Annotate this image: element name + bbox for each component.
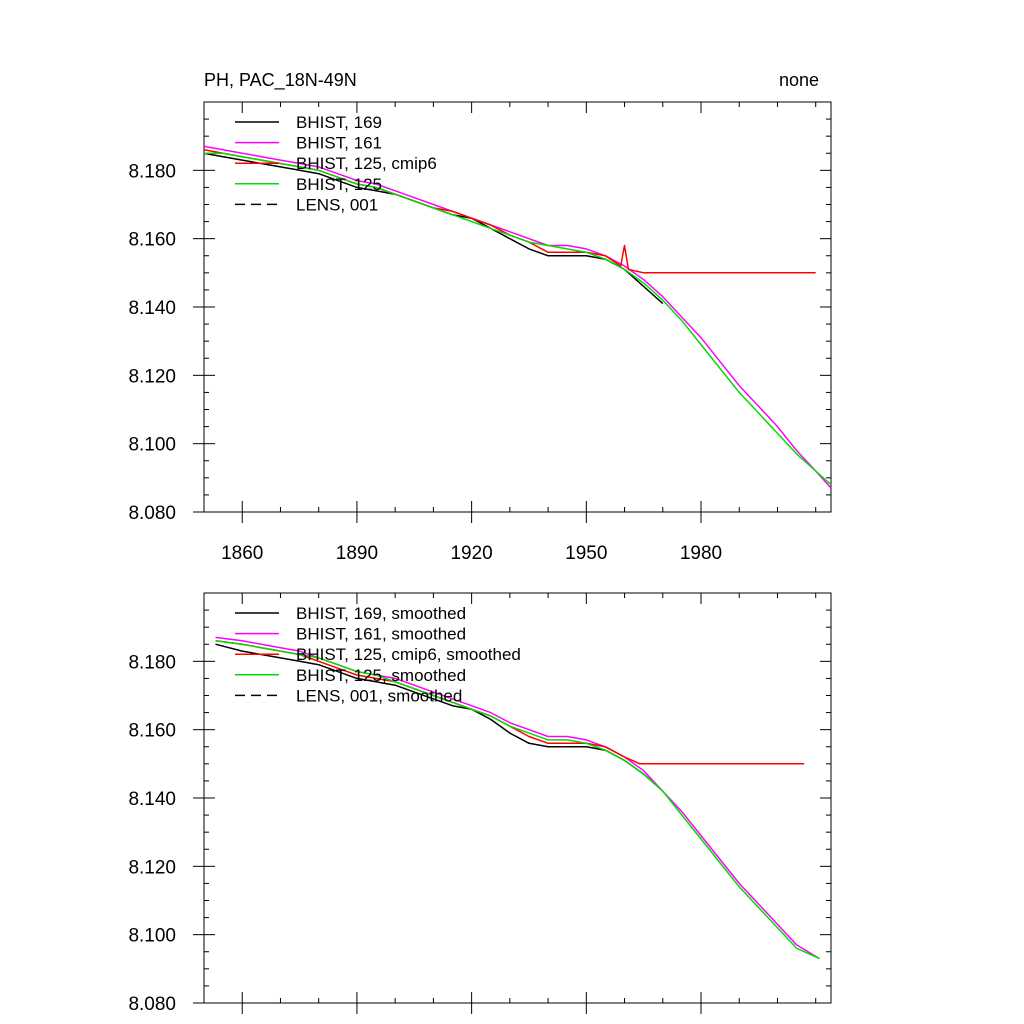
top-ytick-label: 8.140 xyxy=(128,298,176,319)
top-series-line-1 xyxy=(203,145,832,489)
bottom-legend-label-4: LENS, 001, smoothed xyxy=(296,686,462,705)
bottom-legend-label-0: BHIST, 169, smoothed xyxy=(296,604,466,623)
top-legend-label-4: LENS, 001 xyxy=(296,195,378,214)
top-panel-subtitle-right: none xyxy=(779,70,819,90)
top-series-line-0 xyxy=(203,152,664,305)
bottom-ytick-label: 8.140 xyxy=(128,789,176,810)
top-ytick-label: 8.080 xyxy=(128,503,176,524)
top-xtick-label: 1860 xyxy=(221,543,263,564)
top-xtick-label: 1980 xyxy=(680,543,722,564)
bottom-panel-legend: BHIST, 169, smoothed BHIST, 161, smoothed… xyxy=(235,604,521,705)
bottom-legend-label-1: BHIST, 161, smoothed xyxy=(296,625,466,644)
top-series-line-3 xyxy=(204,152,832,486)
top-panel-title: PH, PAC_18N-49N xyxy=(204,70,357,91)
bottom-ytick-label: 8.180 xyxy=(128,652,176,673)
top-panel-ticks: 1860 1890 1920 1950 1980 8.080 8.100 8.120 8.140… xyxy=(128,101,831,564)
bottom-panel-lines xyxy=(215,636,820,960)
bottom-series-line-3 xyxy=(215,640,820,960)
bottom-legend-label-3: BHIST, 125, smoothed xyxy=(296,666,466,685)
bottom-series-line-0 xyxy=(215,643,656,785)
bottom-ytick-label: 8.120 xyxy=(128,857,176,878)
bottom-legend-label-2: BHIST, 125, cmip6, smoothed xyxy=(296,645,521,664)
bottom-panel: 8.080 8.100 8.120 8.140 8.160 8.180 BHIST, 16… xyxy=(128,592,832,1015)
bottom-ytick-label: 8.100 xyxy=(128,926,176,947)
bottom-ytick-label: 8.160 xyxy=(128,721,176,742)
top-ytick-label: 8.120 xyxy=(128,366,176,387)
top-panel-lines xyxy=(203,145,832,489)
top-xtick-label: 1890 xyxy=(336,543,378,564)
top-legend-label-0: BHIST, 169 xyxy=(296,113,382,132)
top-xtick-label: 1920 xyxy=(450,543,492,564)
top-ytick-label: 8.180 xyxy=(128,161,176,182)
bottom-ytick-label: 8.080 xyxy=(128,994,176,1015)
top-legend-label-2: BHIST, 125, cmip6 xyxy=(296,154,437,173)
top-ytick-label: 8.160 xyxy=(128,230,176,251)
top-ytick-label: 8.100 xyxy=(128,435,176,456)
top-panel: PH, PAC_18N-49N none 1860 1890 1920 1950 198… xyxy=(128,70,832,564)
top-legend-label-1: BHIST, 161 xyxy=(296,134,382,153)
top-legend-label-3: BHIST, 125 xyxy=(296,175,382,194)
bottom-panel-ticks: 8.080 8.100 8.120 8.140 8.160 8.180 xyxy=(128,592,831,1015)
top-xtick-label: 1950 xyxy=(565,543,607,564)
